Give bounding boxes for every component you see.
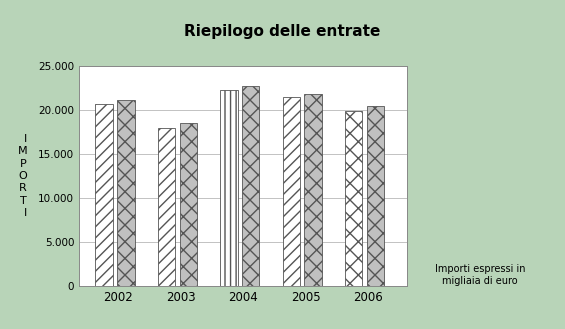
Text: Riepilogo delle entrate: Riepilogo delle entrate — [184, 24, 381, 39]
Bar — [367, 106, 384, 286]
Bar — [95, 104, 113, 286]
Text: Importi espressi in
migliaia di euro: Importi espressi in migliaia di euro — [435, 264, 525, 286]
Bar — [220, 89, 238, 286]
Bar — [282, 97, 300, 286]
Bar — [242, 86, 259, 286]
Bar — [180, 123, 197, 286]
Bar — [158, 128, 175, 286]
Bar — [305, 94, 322, 286]
Bar — [345, 111, 363, 286]
Bar — [117, 100, 134, 286]
Y-axis label: I
M
P
O
R
T
I: I M P O R T I — [18, 134, 27, 218]
